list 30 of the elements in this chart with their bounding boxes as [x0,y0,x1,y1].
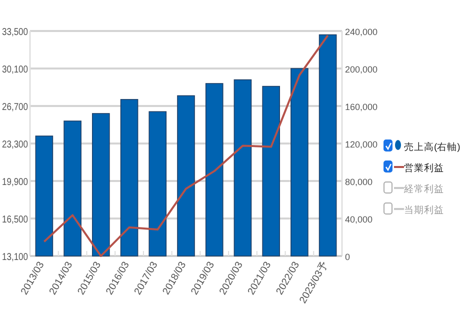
bar [205,83,224,256]
y2-tick-label: 0 [345,252,350,262]
y2-tick-label: 80,000 [345,177,373,187]
legend-label: 経常利益 [403,183,444,195]
bar [318,34,337,256]
bar [35,136,54,256]
y-tick-label: 23,300 [2,140,33,150]
y2-tick-label: 160,000 [345,102,378,112]
y2-tick-label: 120,000 [345,140,378,150]
bar [234,79,252,256]
bar [64,120,82,256]
y-tick-label: 26,700 [2,102,33,113]
bar [120,99,138,256]
bar [177,95,195,256]
bar [290,68,308,256]
legend-label: 当期利益 [404,204,444,216]
y-tick-label: 13,100 [2,252,33,263]
y2-tick-label: 40,000 [345,214,373,224]
bar [148,111,167,256]
y-tick-label: 30,100 [2,64,33,76]
line-series [43,34,329,257]
y-tick-label: 16,500 [2,214,33,226]
y-tick-label: 19,900 [2,177,33,188]
bar [262,86,280,256]
legend-label: 売上高(右軸) [404,141,460,153]
legend-label: 営業利益 [404,162,444,174]
y2-tick-label: 240,000 [345,27,378,37]
y-tick-label: 33,500 [2,27,33,38]
y2-tick-label: 200,000 [345,64,378,74]
bar [92,113,110,256]
